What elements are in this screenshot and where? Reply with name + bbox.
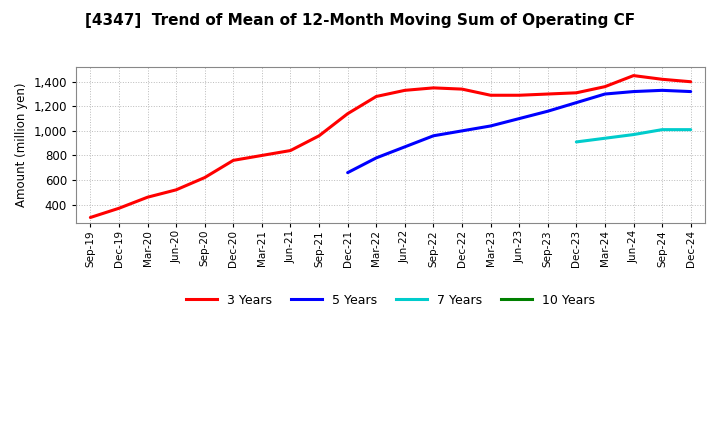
3 Years — [572, 90, 580, 95]
Line: 7 Years: 7 Years — [576, 130, 690, 142]
5 Years — [600, 92, 609, 97]
5 Years — [544, 109, 552, 114]
3 Years — [229, 158, 238, 163]
5 Years — [343, 170, 352, 175]
3 Years — [286, 148, 294, 153]
5 Years — [458, 128, 467, 133]
Line: 3 Years: 3 Years — [91, 76, 690, 217]
5 Years — [486, 123, 495, 128]
3 Years — [315, 133, 323, 139]
5 Years — [515, 116, 523, 121]
Line: 5 Years: 5 Years — [348, 90, 690, 172]
7 Years — [629, 132, 638, 137]
3 Years — [629, 73, 638, 78]
Legend: 3 Years, 5 Years, 7 Years, 10 Years: 3 Years, 5 Years, 7 Years, 10 Years — [181, 289, 600, 312]
3 Years — [143, 194, 152, 200]
3 Years — [686, 79, 695, 84]
5 Years — [572, 100, 580, 105]
7 Years — [658, 127, 667, 132]
Text: [4347]  Trend of Mean of 12-Month Moving Sum of Operating CF: [4347] Trend of Mean of 12-Month Moving … — [85, 13, 635, 28]
3 Years — [658, 77, 667, 82]
3 Years — [172, 187, 181, 192]
3 Years — [515, 92, 523, 98]
7 Years — [572, 139, 580, 145]
5 Years — [372, 155, 381, 161]
3 Years — [200, 175, 209, 180]
3 Years — [429, 85, 438, 91]
3 Years — [458, 87, 467, 92]
7 Years — [686, 127, 695, 132]
3 Years — [114, 205, 123, 211]
Y-axis label: Amount (million yen): Amount (million yen) — [15, 83, 28, 207]
3 Years — [486, 92, 495, 98]
5 Years — [629, 89, 638, 94]
3 Years — [372, 94, 381, 99]
5 Years — [658, 88, 667, 93]
3 Years — [544, 92, 552, 97]
5 Years — [400, 144, 409, 150]
3 Years — [400, 88, 409, 93]
3 Years — [343, 111, 352, 116]
3 Years — [600, 84, 609, 89]
5 Years — [686, 89, 695, 94]
3 Years — [258, 153, 266, 158]
3 Years — [86, 215, 95, 220]
5 Years — [429, 133, 438, 139]
7 Years — [600, 136, 609, 141]
